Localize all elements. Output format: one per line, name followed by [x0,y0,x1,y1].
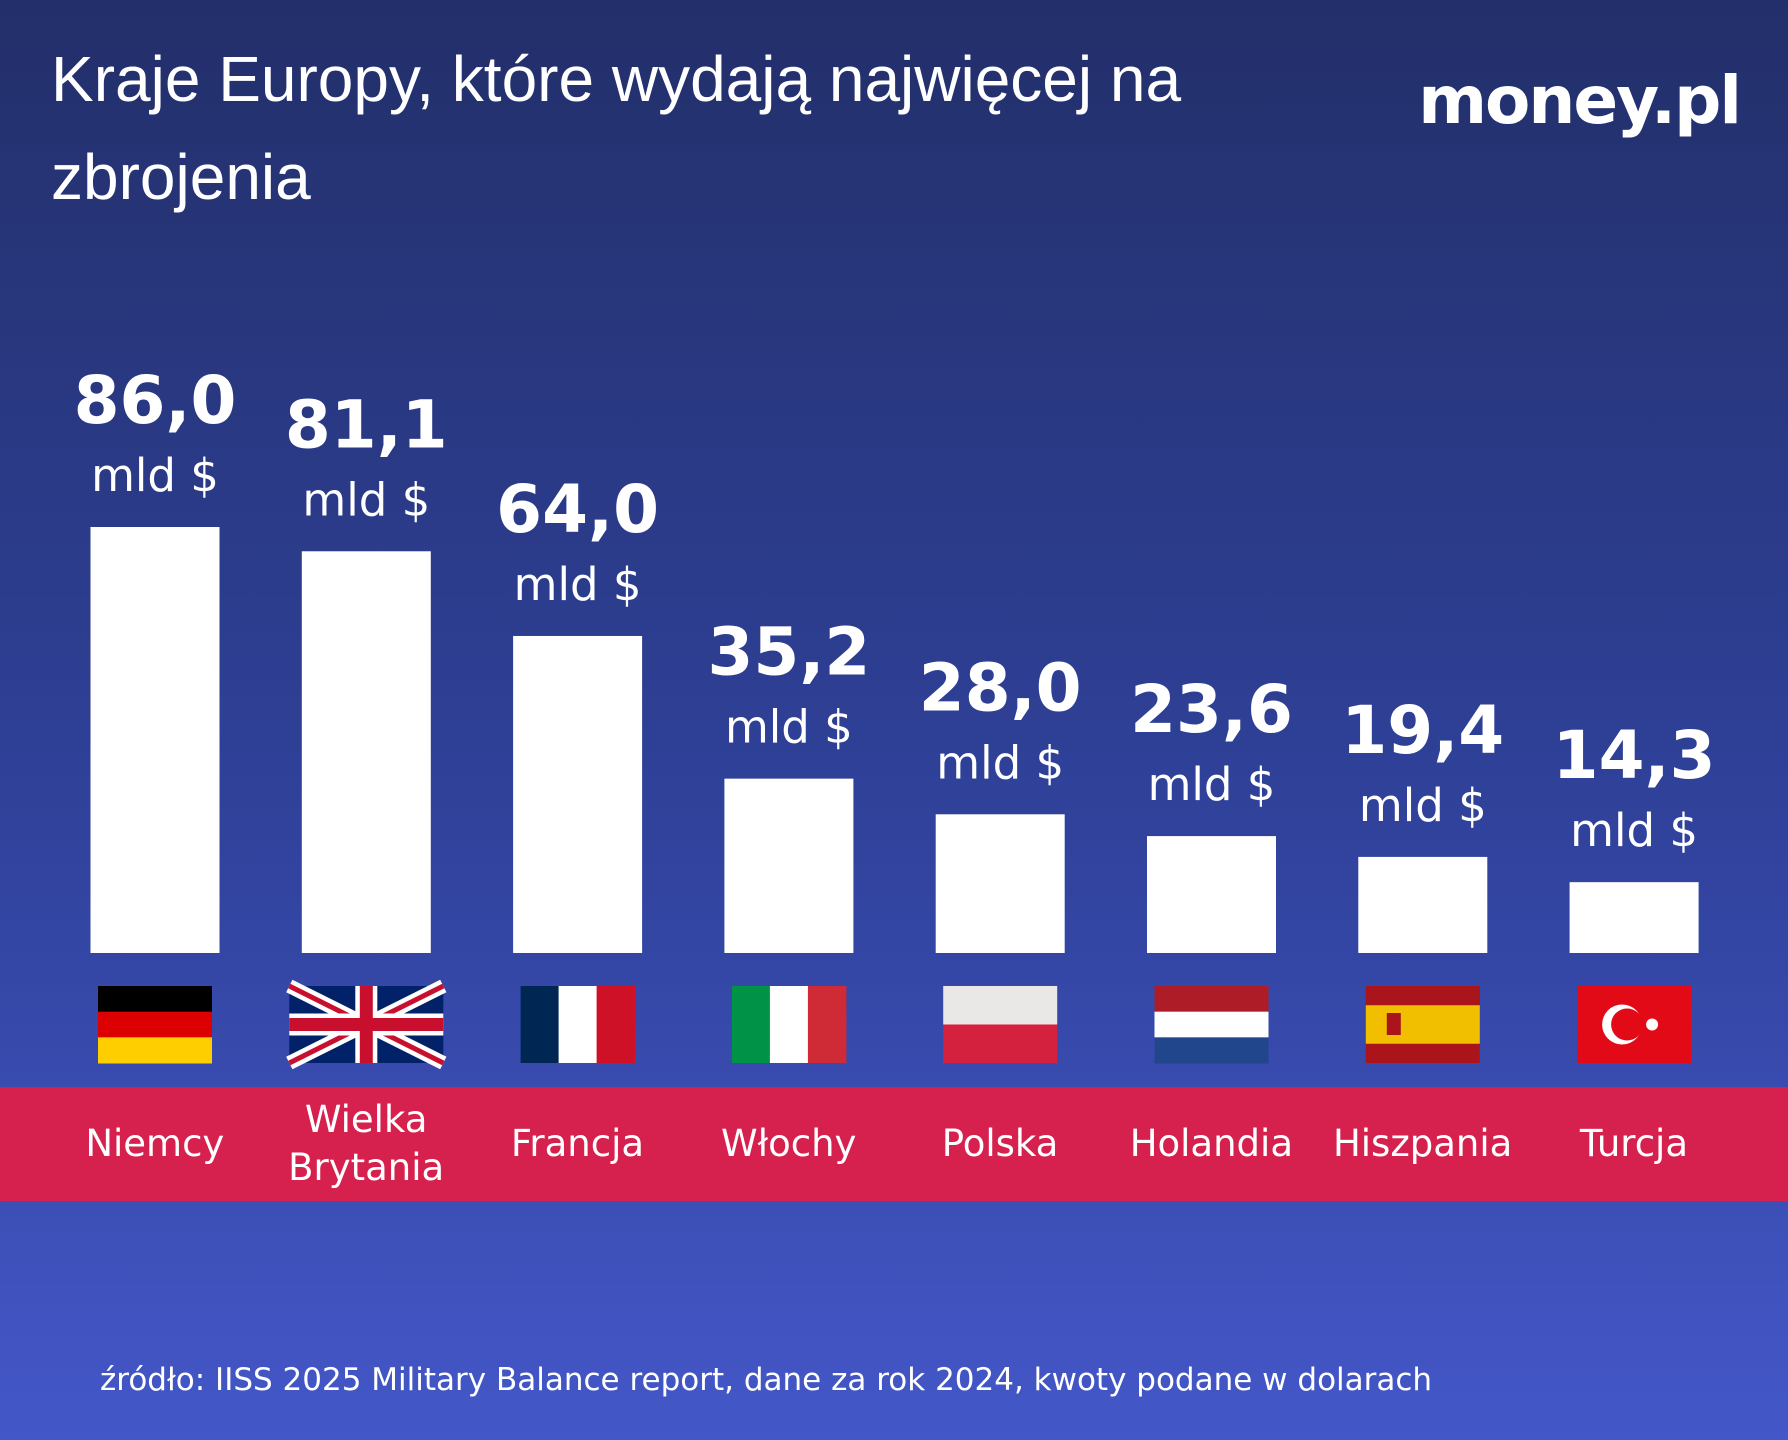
value-unit: mld $ [514,558,642,611]
flag-stripe [98,986,212,1013]
flag-cross [289,986,444,1063]
bar [1358,856,1488,953]
value-unit: mld $ [725,701,853,754]
value-label: 81,1 [285,386,448,463]
flag-stripe [98,1011,212,1038]
flag-stripe [1154,986,1269,1013]
value-label: 19,4 [1341,692,1504,769]
source-note: źródło: IISS 2025 Military Balance repor… [100,1362,1433,1398]
category-label: Francja [510,1122,645,1165]
flag-crescent [1611,1008,1644,1041]
value-label: 14,3 [1553,717,1716,794]
label-band [0,1087,1788,1201]
flag-stripe [596,986,636,1063]
value-unit: mld $ [936,736,1064,789]
flag [1365,986,1480,1063]
value-unit: mld $ [1359,779,1487,832]
flag [286,979,447,1070]
bar [1569,882,1699,953]
chart-title: Kraje Europy, które wydają najwięcej na … [51,43,1182,213]
category-label: Wielka Brytania [288,1098,445,1189]
value-label: 35,2 [707,614,870,691]
flag-stripe [807,986,847,1063]
flag-stripe [1154,1011,1269,1038]
value-unit: mld $ [91,449,219,502]
flag-stripe [558,986,598,1063]
bar [935,814,1065,953]
flag-star [1646,1018,1659,1031]
flag [1577,986,1692,1063]
value-unit: mld $ [1148,758,1276,811]
bar [513,635,643,953]
bar [90,527,220,953]
category-label: Polska [941,1122,1059,1165]
flag [1154,986,1269,1064]
flag [98,986,212,1064]
flag-stripe [1154,1037,1269,1064]
flag [731,986,847,1063]
bar [724,778,854,953]
category-label: Włochy [721,1122,857,1165]
value-label: 64,0 [496,471,659,548]
flag-stripe [520,986,560,1063]
flag-stripe [943,1024,1058,1063]
category-label: Turcja [1579,1122,1688,1165]
bar [301,551,431,953]
value-unit: mld $ [302,473,430,526]
value-label: 86,0 [74,362,237,439]
category-label: Hiszpania [1332,1122,1513,1165]
flag [943,986,1058,1063]
value-label: 23,6 [1130,671,1293,748]
flag-stripe [1365,1005,1480,1044]
flag [520,986,636,1063]
flag-stripe [769,986,809,1063]
flag-emblem [1386,1013,1401,1035]
flag-stripe [731,986,771,1063]
flag-stripe [98,1037,212,1064]
value-label: 28,0 [919,649,1082,726]
flag-stripe [943,986,1058,1025]
brand-logo: money.pl [1418,62,1742,139]
category-label: Niemcy [85,1122,225,1165]
category-label: Holandia [1129,1122,1293,1165]
bar [1147,836,1276,953]
value-unit: mld $ [1570,804,1698,857]
